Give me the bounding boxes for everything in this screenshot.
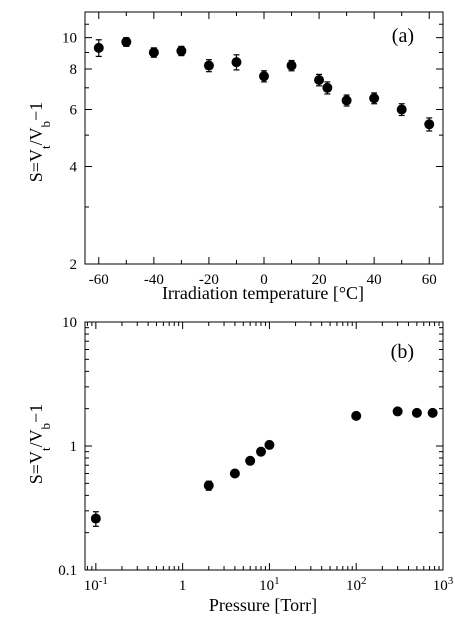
panel-a-x-tick-label: 0 [260,272,268,288]
panel-b-data-point [411,407,422,418]
panel-a-data-point [322,82,333,93]
panel-b-y-tick-label: 0.1 [58,563,77,579]
panel-a-ylabel-tail: −1 [26,102,46,121]
panel-b-x-tick-exp: 3 [448,575,454,587]
panel-a-y-tick-label: 4 [70,160,78,176]
panel-b-ylabel: S=Vt/Vb−1 [26,404,53,484]
panel-a-x-tick-label: 20 [312,272,327,288]
panel-b-x-tick-base: 10 [433,578,448,594]
panel-b-ylabel-main: S=V [26,451,46,484]
panel-a-y-tick-label: 2 [70,257,78,273]
panel-b-x-tick-exp: 2 [361,575,367,587]
panel-b-ylabel-mid: /V [26,429,46,447]
panel-a-data-point [369,93,380,104]
panel-b-ylabel-sub1: t [38,447,53,451]
panel-b-x-tick-label: 102 [346,575,367,594]
panel-b-data-point [427,407,438,418]
panel-a-data-point [203,60,214,71]
panel-a-ylabel-mid: /V [26,127,46,145]
panel-a-y-tick-label: 10 [62,31,77,47]
panel-b-ylabel-tail: −1 [26,404,46,423]
panel-a-data-point [286,60,297,71]
panel-a-y-tick-label: 6 [70,102,78,118]
panel-b-x-tick-label: 1 [179,578,187,594]
panel-a-data-point [424,119,435,130]
panel-a-data-point [93,42,104,53]
panel-a-data-point [121,36,132,47]
panel-a-data-point [231,57,242,68]
panel-b-y-tick-label: 10 [62,315,77,331]
panel-a-data-point [314,74,325,85]
panel-a-ylabel-main: S=V [26,149,46,182]
panel-a-x-tick-label: -20 [199,272,219,288]
panel-a-x-tick-label: 40 [367,272,382,288]
panel-a-data-point [396,104,407,115]
panel-a-ylabel: S=Vt/Vb−1 [26,102,53,182]
panel-b-data-point [229,468,240,479]
panel-b-x-tick-exp: -1 [99,575,108,587]
panel-a-data-point [176,45,187,56]
panel-a: S=Vt/Vb−1 Irradiation temperature [°C] (… [26,11,444,303]
panel-a-x-tick-label: -60 [89,272,109,288]
panel-a-data-point [341,95,352,106]
panel-a-data-point [148,47,159,58]
panel-b-plot-frame [84,321,444,571]
panel-b-x-tick-label: 101 [259,575,280,594]
panel-b-data-point [90,513,101,524]
panel-a-ylabel-sub1: t [38,145,53,149]
panel-b-data-point [264,439,275,450]
panel-a-tag: (a) [392,25,414,47]
panel-b-ylabel-sub2: b [38,423,53,430]
panel-b-data-point [256,446,267,457]
panel-b-data-point [203,480,214,491]
panel-b-x-tick-base: 10 [346,578,361,594]
panel-b-data-point [392,406,403,417]
panel-a-x-tick-label: 60 [422,272,437,288]
panel-b-x-tick-base: 10 [259,578,274,594]
panel-a-y-tick-label: 8 [70,62,78,78]
panel-b: S=Vt/Vb−1 Pressure [Torr] (b) 10-1 1 101 10… [26,315,454,615]
panel-b-xlabel: Pressure [Torr] [209,595,317,615]
panel-b-x-tick-label: 103 [433,575,454,594]
panel-b-data-point [245,455,256,466]
panel-a-xlabel: Irradiation temperature [°C] [162,283,364,303]
panel-b-x-tick-base: 10 [84,578,99,594]
panel-b-tag: (b) [391,341,414,363]
panel-b-x-tick-exp: 1 [274,575,280,587]
panel-b-y-tick-label: 1 [70,439,78,455]
panel-a-data-point [259,71,269,82]
panel-b-x-tick-label: 10-1 [84,575,108,594]
panel-a-plot-frame [84,11,444,265]
panel-a-ylabel-sub2: b [38,121,53,128]
panel-b-data-point [351,410,362,421]
panel-a-x-tick-label: -40 [144,272,164,288]
